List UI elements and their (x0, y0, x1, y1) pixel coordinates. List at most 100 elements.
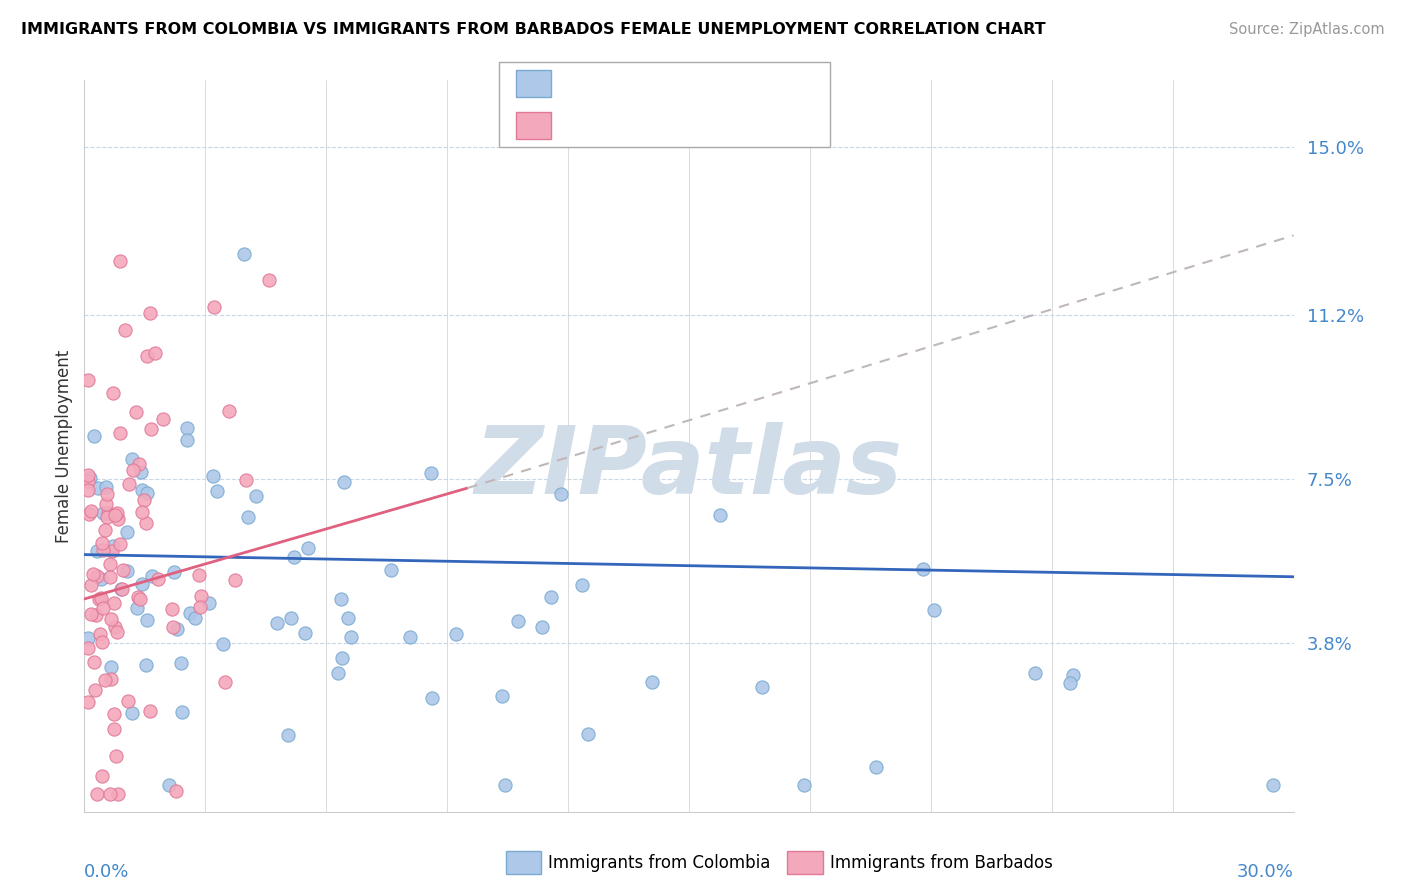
Point (118, 476, 141, 491)
Point (294, 625, 316, 640)
Point (103, 722, 125, 736)
Point (122, 463, 145, 477)
Text: -0.068: -0.068 (605, 75, 669, 93)
Point (110, 582, 132, 597)
Point (101, 544, 124, 558)
Point (380, 563, 402, 577)
Point (235, 473, 257, 487)
Point (190, 589, 212, 603)
Point (326, 666, 349, 681)
Point (135, 349, 157, 363)
Point (128, 457, 150, 471)
Point (89, 626, 111, 640)
Point (103, 539, 125, 553)
Point (571, 578, 593, 592)
Text: N =: N = (661, 75, 725, 93)
Text: ZIPatlas: ZIPatlas (475, 422, 903, 514)
Point (135, 485, 157, 500)
Text: 0.092: 0.092 (605, 117, 669, 135)
Text: 0.0%: 0.0% (84, 863, 129, 881)
Point (82, 567, 104, 582)
Point (134, 493, 156, 508)
Point (1062, 668, 1084, 682)
Point (105, 507, 128, 521)
Text: Immigrants from Colombia: Immigrants from Colombia (548, 854, 770, 871)
Point (89, 591, 111, 606)
Point (77, 507, 100, 521)
Point (110, 426, 132, 441)
Point (98, 787, 121, 801)
Point (129, 591, 152, 606)
Point (98, 570, 121, 584)
Point (494, 778, 516, 792)
Point (86, 787, 108, 801)
Point (135, 657, 157, 672)
Point (139, 704, 162, 718)
Point (277, 728, 299, 742)
Point (165, 783, 187, 797)
Point (420, 690, 443, 705)
Point (96, 480, 118, 494)
Point (107, 787, 129, 801)
Point (103, 385, 125, 400)
Point (111, 563, 134, 577)
Point (135, 516, 157, 530)
Point (232, 246, 254, 260)
Point (283, 549, 305, 564)
Point (641, 675, 664, 690)
Point (96, 497, 118, 511)
Point (709, 508, 731, 523)
Point (224, 574, 246, 588)
Point (117, 694, 139, 708)
Point (576, 727, 599, 741)
Point (115, 564, 138, 578)
Point (214, 674, 236, 689)
Point (1059, 675, 1081, 690)
Point (125, 405, 148, 419)
Point (100, 611, 122, 625)
Point (190, 599, 212, 614)
Point (83, 429, 105, 443)
Point (77, 641, 100, 656)
Text: R =: R = (565, 75, 609, 93)
Point (163, 565, 186, 579)
Point (162, 601, 184, 615)
Point (166, 622, 188, 636)
Point (330, 591, 353, 606)
Point (129, 466, 152, 480)
Point (212, 637, 235, 651)
Text: Source: ZipAtlas.com: Source: ZipAtlas.com (1229, 22, 1385, 37)
Point (419, 466, 441, 480)
Point (77, 373, 100, 387)
Point (108, 254, 131, 268)
Point (96, 506, 118, 520)
Point (86, 544, 108, 558)
Point (111, 582, 134, 596)
Point (96, 486, 118, 500)
Point (550, 487, 572, 501)
Point (91, 635, 114, 649)
Point (491, 689, 513, 703)
Point (108, 537, 131, 551)
Point (152, 412, 174, 426)
Point (80, 607, 103, 621)
Point (170, 656, 193, 670)
Point (121, 706, 143, 720)
Point (79, 471, 101, 485)
Point (187, 568, 209, 582)
Point (444, 626, 467, 640)
Point (245, 489, 267, 503)
Point (103, 597, 125, 611)
Point (297, 541, 319, 555)
Point (922, 603, 945, 617)
Point (115, 525, 138, 540)
Point (266, 616, 288, 631)
Point (104, 620, 127, 634)
Point (176, 434, 198, 448)
Point (121, 451, 143, 466)
Y-axis label: Female Unemployment: Female Unemployment (55, 350, 73, 542)
Point (141, 569, 163, 583)
Point (91, 536, 114, 550)
Point (176, 421, 198, 435)
Point (77, 631, 100, 645)
